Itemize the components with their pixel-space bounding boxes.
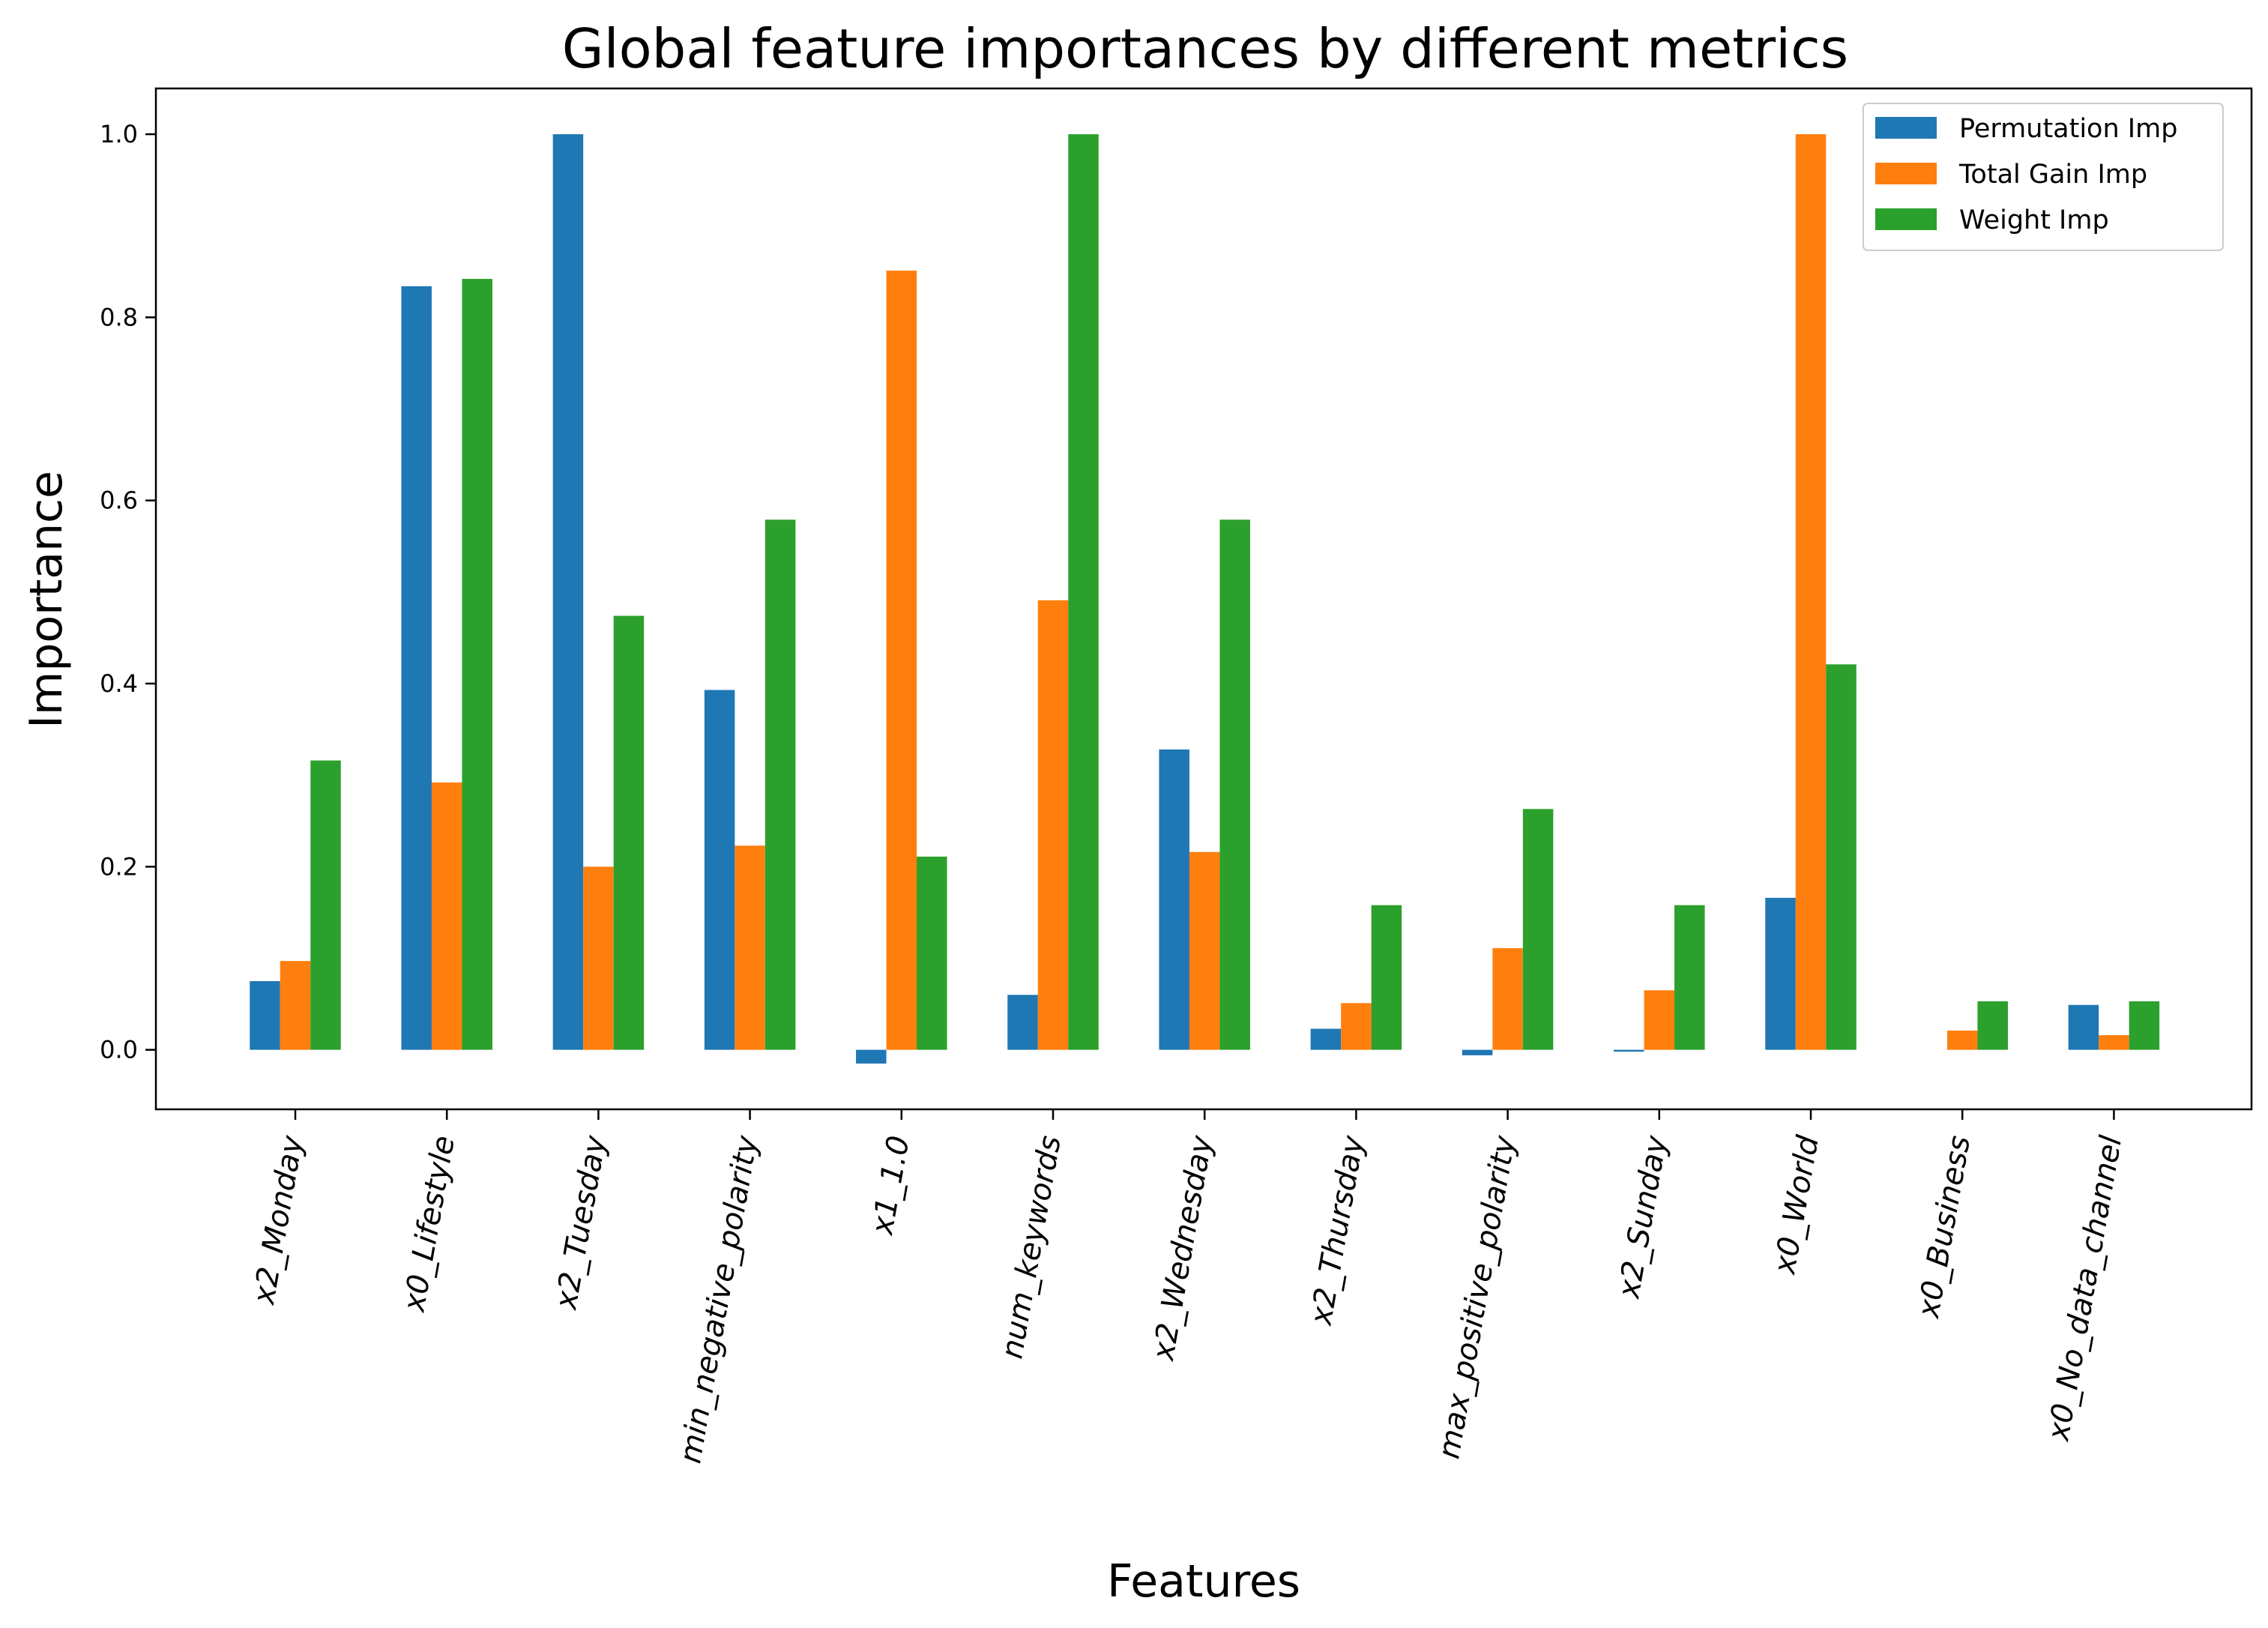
bar-weight-imp-12 [2129,1001,2160,1050]
bar-permutation-imp-2 [552,134,584,1050]
legend-swatch-0 [1875,117,1937,139]
bar-total-gain-imp-4 [886,271,917,1050]
bar-permutation-imp-10 [1765,897,1796,1050]
x-axis-label: Features [1107,1555,1300,1608]
y-tick-label: 0.4 [100,669,138,698]
bar-weight-imp-3 [764,519,796,1050]
bar-total-gain-imp-12 [2099,1035,2129,1050]
bar-weight-imp-1 [462,279,492,1050]
y-tick-label: 0.0 [100,1036,138,1064]
y-axis-label: Importance [20,471,73,729]
bar-total-gain-imp-0 [280,961,311,1050]
bar-total-gain-imp-7 [1341,1003,1372,1050]
y-tick-label: 0.6 [100,486,138,515]
bar-total-gain-imp-5 [1037,600,1069,1050]
bar-total-gain-imp-1 [431,782,462,1050]
bar-total-gain-imp-11 [1946,1030,1978,1050]
bar-total-gain-imp-2 [583,866,614,1050]
legend-label-2: Weight Imp [1959,205,2109,235]
bar-weight-imp-8 [1522,809,1554,1050]
y-axis: 0.0 0.2 0.4 0.6 0.8 1.0 [100,120,156,1064]
legend-swatch-1 [1875,163,1937,184]
bar-weight-imp-9 [1674,905,1705,1050]
bar-permutation-imp-0 [250,980,280,1050]
bar-permutation-imp-1 [401,286,432,1050]
bar-permutation-imp-8 [1462,1049,1493,1055]
bar-weight-imp-5 [1068,134,1099,1050]
bar-weight-imp-11 [1977,1001,2008,1050]
bars-layer [250,134,2160,1064]
legend-label-0: Permutation Imp [1959,114,2177,144]
bar-total-gain-imp-3 [735,845,765,1050]
bar-permutation-imp-12 [2068,1004,2099,1050]
bar-permutation-imp-3 [704,690,735,1050]
bar-permutation-imp-5 [1007,995,1038,1050]
bar-total-gain-imp-10 [1795,134,1827,1050]
bar-weight-imp-7 [1371,905,1402,1050]
legend-swatch-2 [1875,208,1937,230]
y-tick-label: 0.2 [100,852,138,881]
bar-weight-imp-6 [1219,519,1250,1050]
bar-total-gain-imp-6 [1189,851,1220,1050]
bar-weight-imp-10 [1826,664,1857,1050]
bar-permutation-imp-9 [1614,1049,1644,1052]
chart-title: Global feature importances by different … [562,17,1848,80]
y-tick-label: 0.8 [100,303,138,331]
bar-permutation-imp-6 [1159,749,1189,1050]
bar-weight-imp-0 [310,760,341,1050]
legend-frame [1863,103,2224,251]
y-tick-label: 1.0 [100,120,138,148]
bar-total-gain-imp-8 [1492,948,1523,1050]
bar-weight-imp-2 [613,615,645,1050]
bar-permutation-imp-7 [1310,1028,1342,1050]
bar-total-gain-imp-9 [1644,990,1675,1050]
bar-weight-imp-4 [917,856,947,1050]
legend-label-1: Total Gain Imp [1958,160,2147,190]
bar-permutation-imp-4 [856,1049,887,1064]
legend: Permutation Imp Total Gain Imp Weight Imp [1863,103,2224,251]
